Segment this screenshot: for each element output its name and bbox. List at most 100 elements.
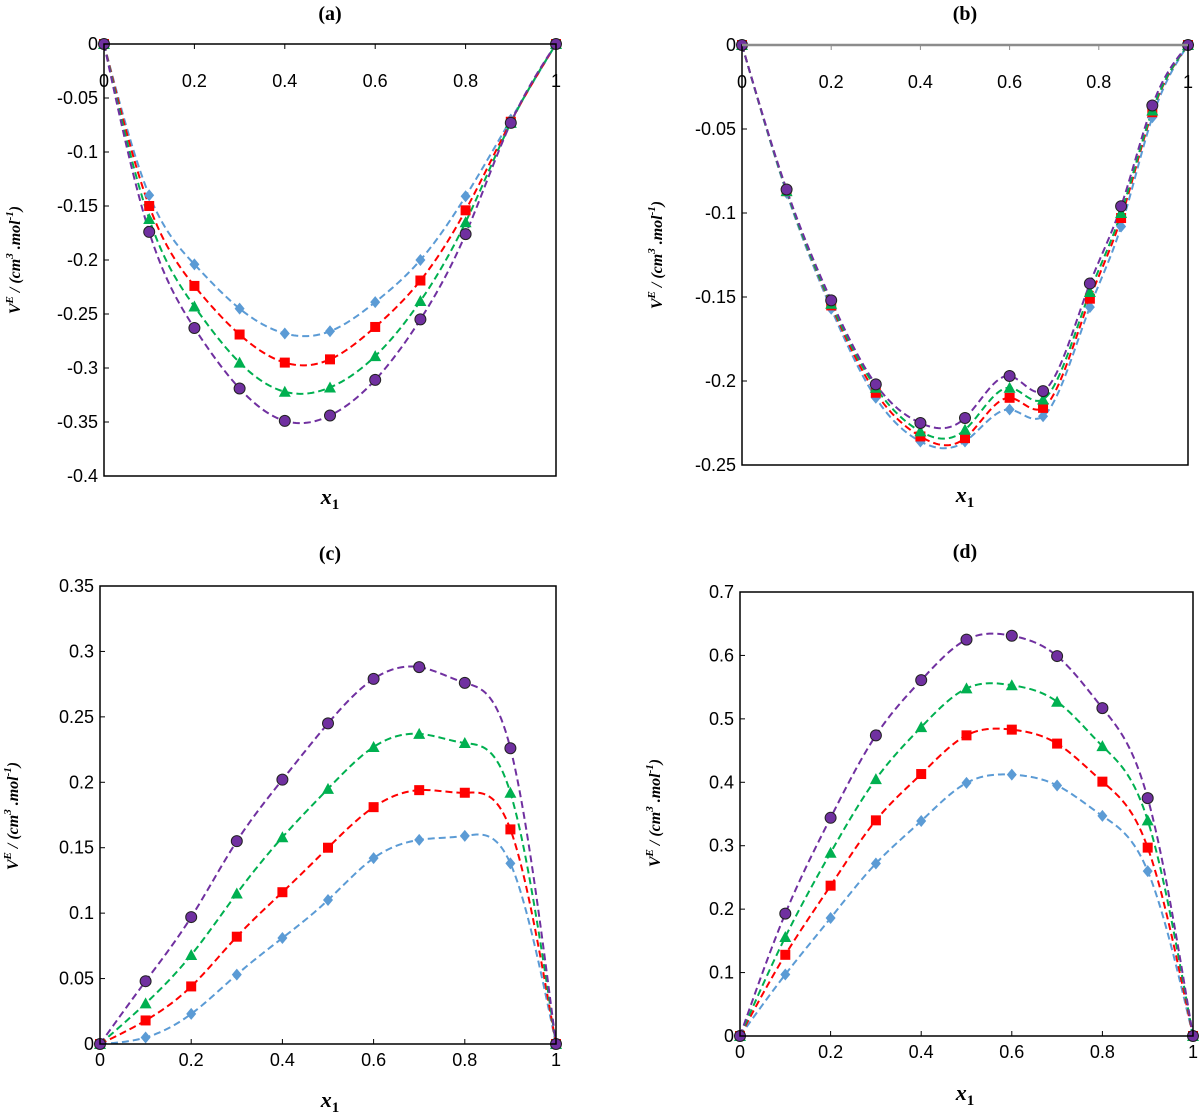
data-point-triangle [1005, 679, 1018, 691]
data-point-circle [960, 633, 973, 646]
fit-curve-circle [742, 45, 1188, 430]
x-tick-label: 0.8 [1086, 72, 1111, 92]
y-tick-labels-c: 0 0.05 0.1 0.15 0.2 0.25 0.3 0.35 [59, 576, 105, 1054]
y-tick-label: -0.25 [695, 455, 736, 475]
x-tick-labels-b: 0 0.2 0.4 0.6 0.8 1 [737, 45, 1193, 92]
data-point-circle [322, 717, 334, 730]
data-point-circle [230, 835, 243, 848]
data-point-square [505, 824, 516, 835]
plot-frame-d [739, 591, 1194, 1037]
plot-frame-a [103, 43, 557, 477]
data-point-diamond [1052, 779, 1063, 792]
x-tick-label: 1 [551, 1050, 561, 1070]
data-point-circle [143, 225, 156, 238]
y-axis-label-b: VE / (cm3 .mol-1) [646, 201, 666, 309]
y-tick-label: 0.15 [59, 838, 94, 858]
data-point-circle [459, 228, 472, 241]
data-point-square [189, 280, 200, 291]
data-point-square [325, 354, 335, 365]
data-point-circle [504, 742, 517, 755]
data-point-square [1084, 293, 1095, 304]
data-point-circle [824, 811, 837, 824]
y-axis-label-d: VE / (cm3 .mol-1) [644, 759, 664, 867]
y-tick-label: -0.3 [67, 358, 98, 378]
fit-curves-b [742, 45, 1188, 450]
x-tick-labels-a: 0 0.2 0.4 0.6 0.8 1 [99, 44, 561, 91]
data-point-square [1116, 213, 1127, 224]
fit-curve-triangle [742, 45, 1188, 440]
data-point-triangle [413, 727, 426, 739]
panel-c: (c) 0 0.05 0.1 0.15 0.2 0.25 0.3 0.35 0 0.2 0.4 0.… [2, 543, 562, 1116]
y-tick-label: -0.15 [57, 196, 98, 216]
y-tick-label: 0.3 [69, 641, 94, 661]
y-tick-label: 0.25 [59, 707, 94, 727]
y-tick-label: -0.25 [57, 304, 98, 324]
data-point-circle [458, 676, 471, 689]
data-point-square [370, 321, 381, 332]
y-tick-label: -0.2 [705, 371, 736, 391]
data-point-diamond [460, 190, 471, 203]
x-tick-label: 0.6 [363, 71, 388, 91]
data-point-diamond [1038, 410, 1049, 423]
y-tick-label: 0.3 [709, 836, 734, 856]
data-point-triangle [1115, 207, 1128, 218]
data-point-diamond [325, 325, 335, 338]
data-point-square [916, 769, 927, 780]
data-point-diamond [961, 776, 972, 789]
fit-curve-circle [104, 44, 556, 425]
x-tick-label: 0.6 [997, 72, 1022, 92]
data-point-triangle [324, 381, 336, 393]
data-point-circle [869, 378, 882, 391]
data-point-triangle [1037, 393, 1050, 405]
x-tick-labels-c: 0 0.2 0.4 0.6 0.8 1 [95, 1039, 561, 1070]
x-tick-label: 0.4 [272, 71, 297, 91]
data-point-diamond [368, 852, 379, 865]
y-tick-label: -0.05 [695, 119, 736, 139]
data-point-diamond [189, 258, 200, 271]
data-point-circle [233, 382, 246, 395]
data-point-circle [188, 322, 201, 335]
data-point-circle [1146, 99, 1159, 112]
fit-curve-triangle [104, 44, 556, 395]
data-point-square [1004, 392, 1015, 403]
data-point-triangle [1083, 285, 1096, 297]
fit-curve-diamond [100, 833, 556, 1044]
data-markers-c [94, 661, 562, 1050]
data-point-circle [185, 911, 198, 924]
data-point-triangle [322, 782, 334, 794]
data-point-triangle [367, 740, 380, 752]
fit-curve-square [104, 44, 556, 367]
x-tick-label: 0.2 [182, 71, 207, 91]
data-point-diamond [1006, 768, 1017, 781]
data-point-square [870, 387, 881, 398]
data-point-circle [779, 907, 792, 920]
data-point-square [231, 931, 242, 942]
data-point-diamond [780, 968, 791, 981]
data-point-diamond [186, 1007, 197, 1020]
data-point-diamond [916, 814, 927, 827]
data-point-triangle [1051, 695, 1064, 707]
y-tick-label: -0.2 [67, 250, 98, 270]
data-point-triangle [230, 887, 243, 899]
x-tick-label: 0.4 [909, 1042, 934, 1062]
data-point-diamond [825, 912, 836, 925]
data-point-triangle [143, 212, 156, 224]
fit-curves-a [104, 44, 556, 425]
data-point-triangle [414, 295, 427, 307]
data-point-square [279, 357, 290, 368]
y-tick-label: 0 [726, 35, 736, 55]
data-point-triangle [915, 721, 928, 733]
data-point-circle [915, 674, 928, 687]
y-tick-label: 0.2 [709, 899, 734, 919]
data-point-triangle [779, 931, 792, 943]
x-axis-label-b: x1 [955, 482, 975, 511]
y-tick-label: 0 [724, 1026, 734, 1046]
y-tick-labels-a: 0 -0.05 -0.1 -0.15 -0.2 -0.25 -0.3 -0.35 -0.4 [57, 34, 109, 486]
fit-curve-square [740, 727, 1193, 1036]
data-point-diamond [1097, 809, 1108, 822]
data-point-square [323, 842, 333, 853]
data-point-diamond [323, 894, 333, 907]
y-tick-label: 0.05 [59, 969, 94, 989]
data-point-triangle [139, 997, 152, 1009]
data-point-square [960, 433, 970, 444]
